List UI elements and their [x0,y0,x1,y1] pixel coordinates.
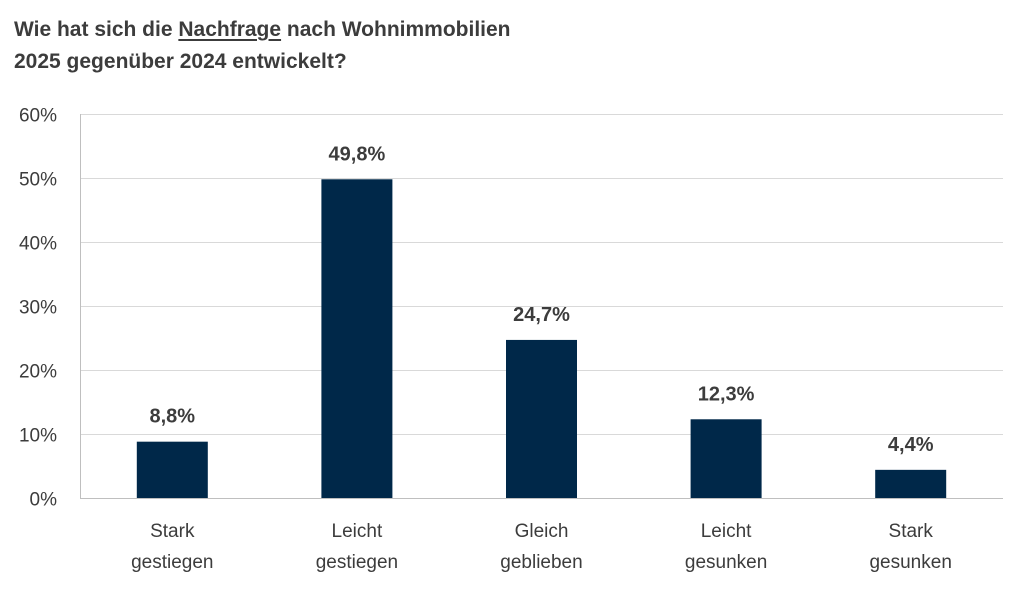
bar [506,339,577,498]
x-tick-label: Stark [889,521,934,542]
y-tick-label: 40% [19,234,57,255]
x-tick-label: Leicht [332,521,383,542]
x-tick-label: gesunken [685,552,767,573]
bar [875,469,947,498]
y-tick-label: 60% [19,106,57,127]
x-tick-label: Gleich [515,521,569,542]
data-label: 8,8% [150,406,196,428]
bar [690,419,762,498]
data-label: 12,3% [698,383,755,405]
x-tick-label: Stark [150,521,195,542]
x-tick-label: geblieben [500,552,582,573]
x-tick-label: Leicht [701,521,752,542]
chart-title-emphasis: Nachfrage [178,18,282,41]
y-tick-label: 10% [19,426,57,447]
chart-title-line2: 2025 gegenüber 2024 entwickelt? [14,50,347,73]
data-label: 24,7% [513,304,570,326]
chart-title-after: nach Wohnimmobilien [281,18,511,41]
x-tick-label: gestiegen [316,552,398,573]
bar [321,179,393,498]
chart-title-before: Wie hat sich die [14,18,179,41]
x-tick-label: gesunken [869,552,951,573]
data-label: 4,4% [888,434,934,456]
data-label: 49,8% [329,143,386,165]
y-tick-label: 20% [19,362,57,383]
bar [136,441,208,498]
y-tick-label: 50% [19,170,57,191]
x-tick-label: gestiegen [131,552,213,573]
chart-title: Wie hat sich die Nachfrage nach Wohnimmo… [14,14,634,78]
y-tick-label: 0% [30,490,58,511]
y-tick-label: 30% [19,298,57,319]
